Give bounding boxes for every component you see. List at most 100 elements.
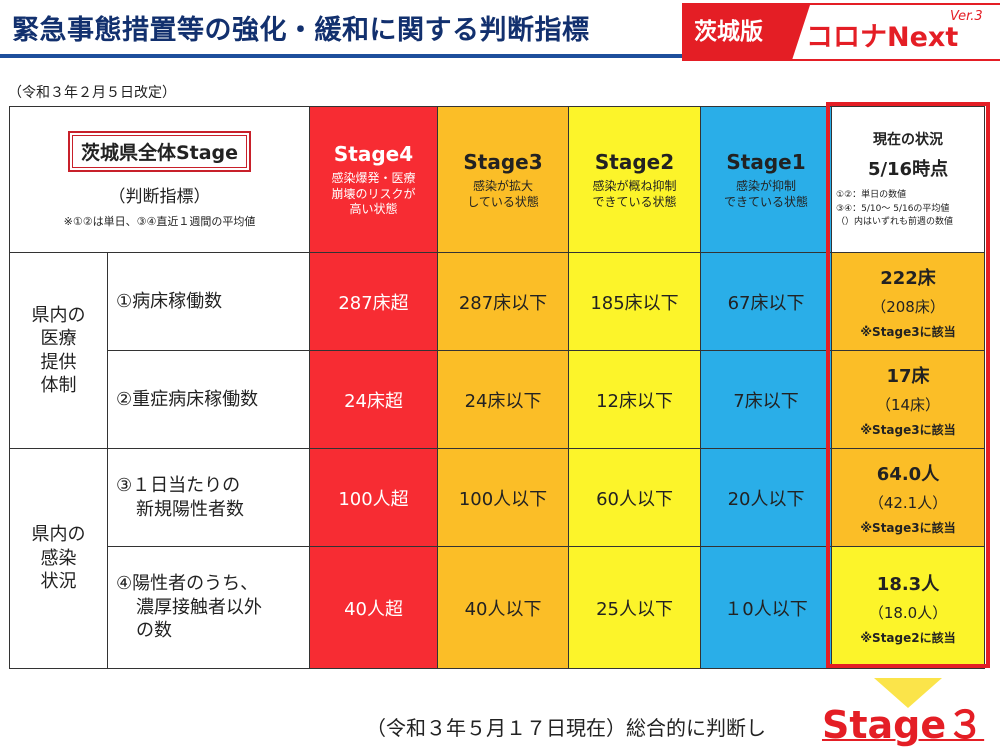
stage2-threshold: 25人以下 (568, 546, 702, 669)
category-line: 感染 (40, 547, 77, 569)
table-row: ④陽性者のうち、 濃厚接触者以外 の数 40人超 40人以下 25人以下 １0人… (10, 546, 986, 669)
stage3-header: Stage3 感染が拡大 している状態 (437, 106, 570, 253)
stage3-desc-line: している状態 (467, 194, 539, 209)
logo-badge-version: Ver.3 (950, 9, 983, 24)
overall-stage-result: Stage３ (822, 703, 985, 747)
indicator-note: ※①②は単日、③④直近１週間の平均値 (63, 214, 256, 228)
stage-assessment: ※Stage2に該当 (860, 630, 956, 645)
indicator-label: ①病床稼働数 (116, 290, 223, 312)
stage3-threshold: 40人以下 (437, 546, 570, 669)
overall-judgment-text: （令和３年５月１７日現在）総合的に判断し (366, 716, 766, 740)
stage-assessment: ※Stage3に該当 (860, 520, 956, 535)
current-value: 222床 (880, 267, 936, 289)
stage2-threshold: 12床以下 (568, 350, 702, 449)
current-status-notes: ①②：単日の数値 ③④：5/10～ 5/16の平均値 （）内はいずれも前週の数値 (834, 189, 982, 230)
stage2-name: Stage2 (594, 149, 675, 174)
indicator-label: ③１日当たりの (116, 475, 241, 497)
indicator-label: の数 (136, 620, 172, 642)
current-value-cell: 18.3人 （18.0人） ※Stage2に該当 (831, 546, 986, 669)
stage4-threshold: 287床超 (309, 252, 439, 351)
category-medical-system: 県内の 医療 提供 体制 (9, 252, 108, 449)
stage2-header: Stage2 感染が概ね抑制 できている状態 (568, 106, 702, 253)
stage3-threshold: 287床以下 (437, 252, 570, 351)
indicator-non-close-contact-cases: ④陽性者のうち、 濃厚接触者以外 の数 (106, 546, 311, 669)
stage1-threshold: 7床以下 (700, 350, 833, 449)
stage1-threshold: 20人以下 (700, 448, 833, 547)
down-arrow-icon (874, 678, 942, 708)
stage-assessment: ※Stage3に該当 (860, 422, 956, 437)
stage2-threshold: 185床以下 (568, 252, 702, 351)
stage4-desc-line: 高い状態 (349, 202, 398, 217)
table-row: 県内の 感染 状況 ③１日当たりの 新規陽性者数 100人超 100人以下 60… (9, 448, 986, 669)
current-value: 64.0人 (876, 463, 940, 485)
indicator-severe-bed-occupancy: ②重症病床稼働数 (106, 350, 311, 449)
page-header: 緊急事態措置等の強化・緩和に関する判断指標 茨城版 コロナNext Ver.3 (0, 0, 1000, 64)
current-status-header: 現在の状況 5/16時点 ①②：単日の数値 ③④：5/10～ 5/16の平均値 … (831, 106, 986, 253)
current-status-note: ①②：単日の数値 (836, 190, 907, 201)
stage4-header: Stage4 感染爆発・医療 崩壊のリスクが 高い状態 (309, 106, 439, 253)
page-title: 緊急事態措置等の強化・緩和に関する判断指標 (12, 15, 590, 46)
stage4-threshold: 24床超 (309, 350, 439, 449)
category-line: 提供 (40, 351, 77, 373)
current-value-cell: 64.0人 （42.1人） ※Stage3に該当 (831, 448, 986, 547)
category-line: 県内の (31, 304, 86, 326)
revision-note: （令和３年２月５日改定） (8, 85, 176, 101)
stage1-threshold: 67床以下 (700, 252, 833, 351)
previous-week-value: （14床） (875, 395, 941, 414)
current-value: 18.3人 (876, 573, 940, 595)
previous-week-value: （208床） (871, 297, 945, 316)
logo-badge: 茨城版 コロナNext Ver.3 (682, 3, 1000, 61)
indicator-subtitle: （判断指標） (108, 186, 211, 207)
prefecture-stage-title: 茨城県全体Stage (71, 134, 248, 168)
category-line: 医療 (40, 328, 77, 350)
indicator-label: ②重症病床稼働数 (116, 388, 259, 410)
stage1-desc-line: 感染が抑制 (736, 178, 797, 193)
category-line: 体制 (40, 374, 77, 396)
indicator-header-cell: 茨城県全体Stage （判断指標） ※①②は単日、③④直近１週間の平均値 (8, 106, 311, 253)
category-line: 県内の (31, 524, 86, 546)
stage3-name: Stage3 (463, 149, 543, 174)
indicator-bed-occupancy: ①病床稼働数 (106, 252, 311, 351)
stage1-description: 感染が抑制 できている状態 (703, 179, 829, 210)
stage-indicator-table: 茨城県全体Stage （判断指標） ※①②は単日、③④直近１週間の平均値 Sta… (8, 106, 986, 669)
stage3-threshold: 100人以下 (437, 448, 570, 547)
category-line: 状況 (40, 571, 77, 593)
current-status-note: ③④：5/10～ 5/16の平均値 (836, 203, 950, 214)
stage4-threshold: 100人超 (309, 448, 439, 547)
stage4-description: 感染爆発・医療 崩壊のリスクが 高い状態 (312, 171, 435, 218)
table-row: 県内の 医療 提供 体制 ①病床稼働数 287床超 287床以下 185床以下 … (9, 252, 986, 449)
previous-week-value: （42.1人） (868, 493, 948, 512)
current-value-cell: 222床 （208床） ※Stage3に該当 (831, 252, 986, 351)
stage3-desc-line: 感染が拡大 (473, 178, 534, 193)
stage2-threshold: 60人以下 (568, 448, 702, 547)
current-value-cell: 17床 （14床） ※Stage3に該当 (831, 350, 986, 449)
stage1-header: Stage1 感染が抑制 できている状態 (700, 106, 833, 253)
stage4-name: Stage4 (333, 142, 414, 167)
current-status-date: 5/16時点 (867, 159, 949, 181)
stage3-description: 感染が拡大 している状態 (440, 179, 566, 210)
stage4-threshold: 40人超 (309, 546, 439, 669)
indicator-daily-new-cases: ③１日当たりの 新規陽性者数 (106, 448, 311, 547)
logo-badge-name: コロナNext (806, 22, 959, 53)
current-status-note: （）内はいずれも前週の数値 (836, 217, 954, 228)
current-value: 17床 (886, 365, 930, 387)
stage2-desc-line: 感染が概ね抑制 (592, 178, 677, 193)
stage1-threshold: １0人以下 (700, 546, 833, 669)
indicator-label: 濃厚接触者以外 (136, 596, 262, 618)
table-row: ②重症病床稼働数 24床超 24床以下 12床以下 7床以下 17床 （14床）… (10, 350, 986, 449)
stage2-desc-line: できている状態 (592, 194, 677, 209)
category-infection-status: 県内の 感染 状況 (9, 448, 108, 669)
stage2-description: 感染が概ね抑制 できている状態 (571, 179, 698, 210)
previous-week-value: （18.0人） (868, 603, 948, 622)
indicator-label: 新規陽性者数 (136, 498, 244, 520)
indicator-label: ④陽性者のうち、 (116, 573, 259, 595)
stage1-desc-line: できている状態 (724, 194, 809, 209)
stage4-desc-line: 崩壊のリスクが (331, 186, 416, 201)
current-status-title: 現在の状況 (873, 132, 944, 149)
table-header-row: 茨城県全体Stage （判断指標） ※①②は単日、③④直近１週間の平均値 Sta… (8, 106, 986, 253)
logo-badge-prefix: 茨城版 (684, 5, 810, 59)
header-divider (0, 54, 1000, 58)
stage-assessment: ※Stage3に該当 (860, 324, 956, 339)
stage4-desc-line: 感染爆発・医療 (331, 171, 416, 186)
prefecture-stage-badge: 茨城県全体Stage (67, 130, 252, 172)
